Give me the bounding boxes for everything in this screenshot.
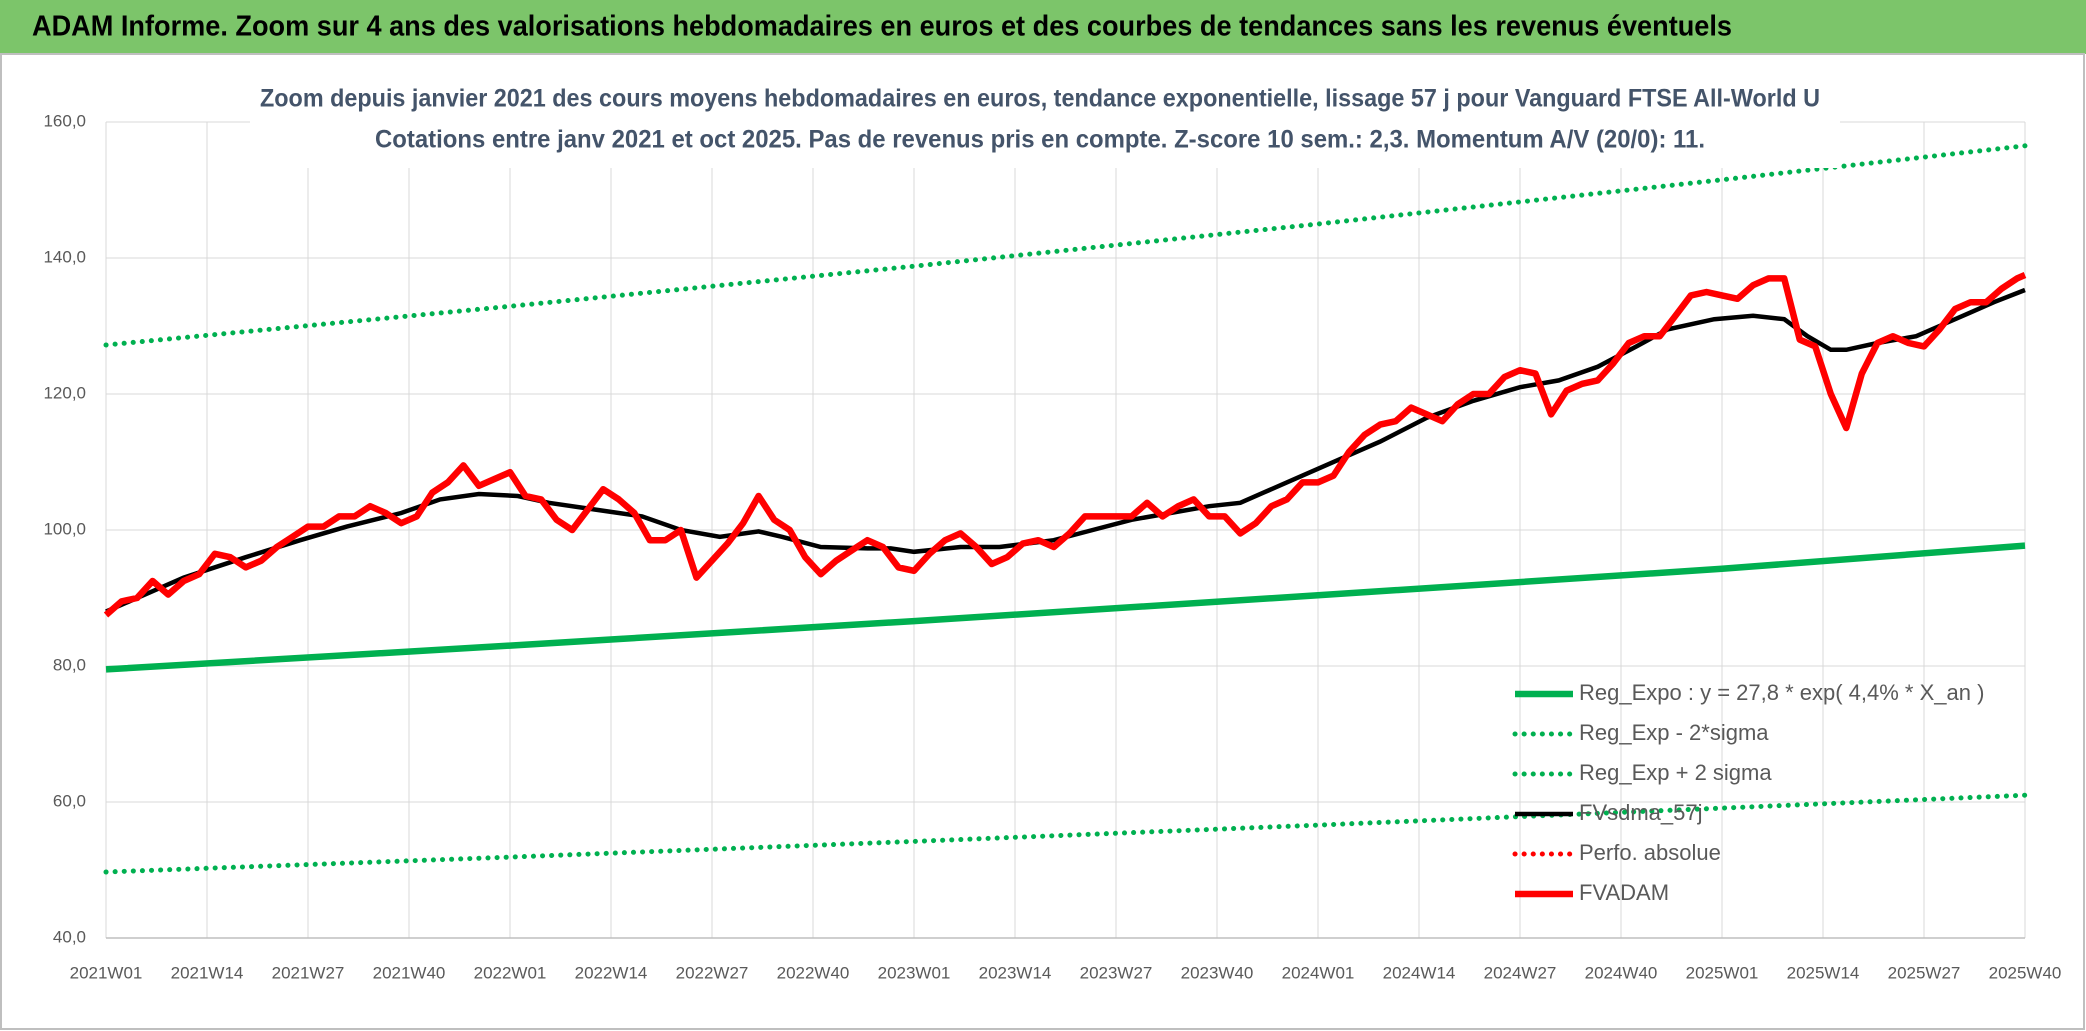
y-tick-label: 80,0 <box>53 655 86 674</box>
x-tick-label: 2022W14 <box>575 963 648 982</box>
plot-area: 40,0 60,0 80,0 100,0 120,0 140,0 160,0 2021W01 2… <box>43 111 2061 982</box>
series-line <box>103 143 2028 348</box>
chart-frame <box>0 53 2085 1030</box>
legend-label: FVsdma_57j <box>1579 800 1703 825</box>
legend-label: Reg_Exp - 2*sigma <box>1579 720 1769 745</box>
x-tick-label: 2023W14 <box>979 963 1052 982</box>
x-tick-label: 2024W27 <box>1484 963 1557 982</box>
x-tick-label: 2022W01 <box>474 963 547 982</box>
title-backdrop <box>250 80 1840 168</box>
x-tick-label: 2023W27 <box>1080 963 1153 982</box>
x-tick-label: 2021W27 <box>272 963 345 982</box>
series-line <box>103 272 2027 618</box>
x-tick-label: 2022W40 <box>777 963 850 982</box>
x-tick-label: 2025W01 <box>1686 963 1759 982</box>
legend-label: Reg_Exp + 2 sigma <box>1579 760 1772 785</box>
legend-label: FVADAM <box>1579 880 1669 905</box>
x-tick-label: 2025W14 <box>1787 963 1860 982</box>
y-tick-label: 120,0 <box>43 383 86 402</box>
legend-label: Reg_Expo : y = 27,8 * exp( 4,4% * X_an ) <box>1579 680 1984 705</box>
y-tick-label: 40,0 <box>53 927 86 946</box>
x-tick-label: 2021W01 <box>70 963 143 982</box>
x-tick-label: 2021W40 <box>373 963 446 982</box>
y-tick-label: 100,0 <box>43 519 86 538</box>
x-tick-label: 2024W40 <box>1585 963 1658 982</box>
series-line <box>105 542 2026 673</box>
x-tick-label: 2025W27 <box>1888 963 1961 982</box>
x-tick-label: 2024W14 <box>1383 963 1456 982</box>
chart-subtitle: Cotations entre janv 2021 et oct 2025. P… <box>375 126 1705 154</box>
y-tick-label: 60,0 <box>53 791 86 810</box>
x-tick-label: 2023W01 <box>878 963 951 982</box>
chart-title: Zoom depuis janvier 2021 des cours moyen… <box>260 85 1820 113</box>
header-title: ADAM Informe. Zoom sur 4 ans des valoris… <box>32 11 1732 43</box>
x-tick-label: 2021W14 <box>171 963 244 982</box>
x-tick-label: 2022W27 <box>676 963 749 982</box>
x-tick-label: 2024W01 <box>1282 963 1355 982</box>
y-tick-label: 160,0 <box>43 111 86 130</box>
legend-label: Perfo. absolue <box>1579 840 1721 865</box>
header-band <box>0 0 2086 54</box>
series-line <box>103 792 2028 875</box>
y-tick-label: 140,0 <box>43 247 86 266</box>
x-tick-label: 2025W40 <box>1989 963 2062 982</box>
x-tick-label: 2023W40 <box>1181 963 1254 982</box>
